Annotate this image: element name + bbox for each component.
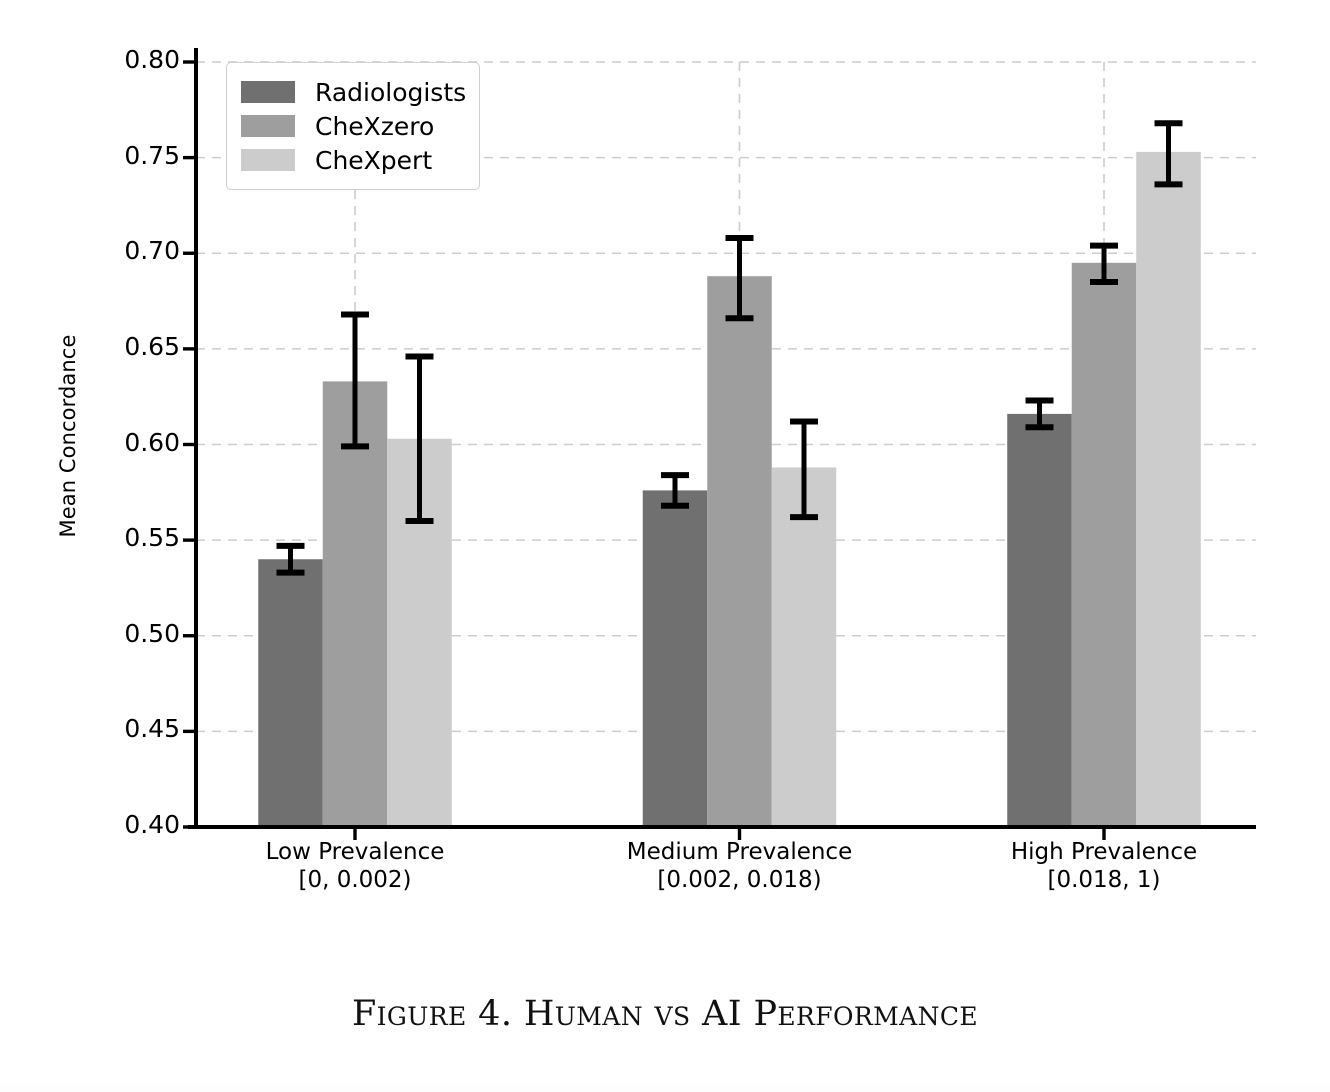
legend-swatch-icon [241,149,295,171]
bar [1071,262,1137,827]
axis-ticks [183,60,1106,840]
x-axis-tick-label-group: Low Prevalence [0, 0.002) [195,838,515,894]
y-axis-tick-label: 0.80 [124,45,180,74]
bar [771,467,837,827]
y-axis-tick-label: 0.60 [124,427,180,457]
x-axis-category-name: High Prevalence [1010,839,1198,865]
bar [1136,151,1201,827]
bar-chart: 0.40 0.45 0.50 0.55 0.60 0.65 0.70 0.75 0.80 Mea… [0,0,1330,918]
x-axis-category-range: [0.002, 0.018) [657,867,822,894]
x-axis-category-range: [0.018, 1) [1047,867,1161,894]
bar [642,490,708,827]
x-axis-tick-label-group: Medium Prevalence [0.002, 0.018) [580,838,900,894]
legend-item-label: CheXzero [315,111,435,141]
y-axis-tick-label: 0.75 [124,140,180,170]
x-axis-category-name: Medium Prevalence [626,839,853,865]
error-bars-layer [276,120,1183,576]
x-axis-tick-labels: Low Prevalence [0, 0.002) Medium Prevalenc… [0,838,1330,918]
bars-layer [258,151,1201,827]
y-axis-tick-label: 0.50 [124,618,180,648]
y-axis-tick-label: 0.70 [124,236,180,266]
legend-item-label: Radiologists [315,77,467,107]
bar [258,559,323,827]
y-axis-label: Mean Concordance [56,334,80,538]
chart-legend: Radiologists CheXzero CheXpert [226,62,480,190]
x-axis-tick-label-group: High Prevalence [0.018, 1) [944,838,1264,894]
legend-swatch-icon [241,81,295,103]
y-axis-tick-label: 0.45 [124,714,180,744]
y-axis-tick-labels: 0.40 0.45 0.50 0.55 0.60 0.65 0.70 0.75 0.80 [88,0,180,900]
axis-lines [188,48,1256,829]
bar [322,381,388,827]
legend-item: CheXzero [241,109,465,143]
legend-item: Radiologists [241,75,467,109]
y-axis-tick-label: 0.65 [124,331,180,361]
legend-item: CheXpert [241,143,465,177]
page-bottom-edge [0,1085,1330,1092]
legend-item-label: CheXpert [315,145,433,175]
bar [707,276,772,827]
plot-canvas [183,48,1256,840]
bar [1007,413,1072,827]
x-axis-category-range: [0, 0.002) [298,867,412,894]
x-axis-category-name: Low Prevalence [265,839,445,865]
legend-swatch-icon [241,115,295,137]
y-axis-tick-label: 0.40 [124,810,180,839]
y-axis-tick-label: 0.55 [124,523,180,553]
figure-caption: Figure 4. Human vs AI Performance [351,994,979,1034]
